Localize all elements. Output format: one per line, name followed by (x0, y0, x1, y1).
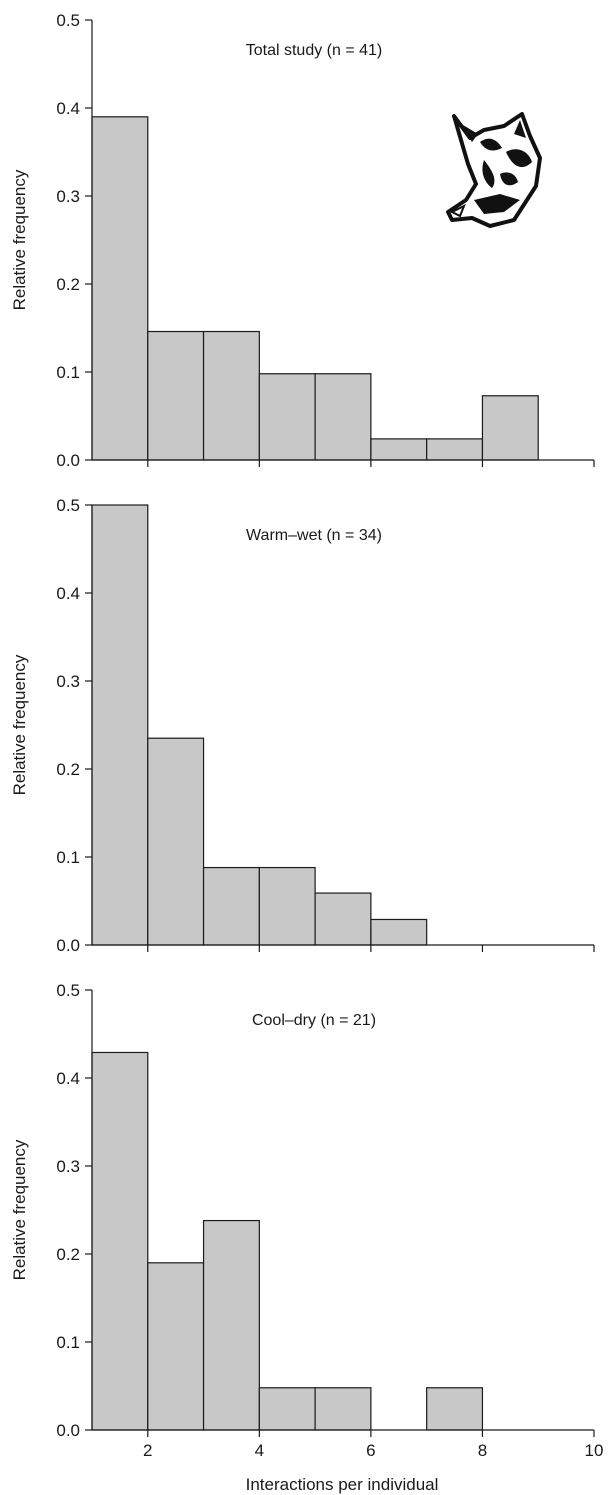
histogram-bar (202, 1219, 260, 1431)
histogram-bar (426, 1387, 484, 1431)
histogram-bar (258, 1387, 316, 1431)
histogram-bar (370, 438, 428, 461)
x-tick-label: 2 (143, 1441, 152, 1460)
histogram-bar (202, 330, 260, 461)
y-tick-label: 0.4 (56, 1069, 80, 1088)
y-tick-label: 0.5 (56, 496, 80, 515)
y-tick-label: 0.2 (56, 760, 80, 779)
histogram-bar (314, 1387, 372, 1431)
y-axis-label: Relative frequency (10, 169, 29, 310)
histogram-bar (91, 116, 149, 461)
y-tick-label: 0.0 (56, 451, 80, 470)
histogram-bar (91, 1051, 149, 1431)
histogram-bar (314, 373, 372, 461)
histogram-bar (314, 892, 372, 946)
y-tick-label: 0.4 (56, 584, 80, 603)
histogram-bar (426, 438, 484, 461)
y-tick-label: 0.2 (56, 275, 80, 294)
y-tick-label: 0.5 (56, 11, 80, 30)
histogram-bar (258, 373, 316, 461)
panel-title: Total study (n = 41) (246, 42, 383, 59)
y-tick-label: 0.1 (56, 363, 80, 382)
fox-head-icon (446, 112, 542, 228)
y-tick-label: 0.4 (56, 99, 80, 118)
y-tick-label: 0.1 (56, 1333, 80, 1352)
x-tick-label: 4 (255, 1441, 264, 1460)
histogram-panel-1: 0.0 0.1 0.2 0.3 0.4 0.5 Relative frequency Tota… (10, 11, 595, 470)
histogram-bar (91, 504, 149, 946)
y-tick-label: 0.0 (56, 1421, 80, 1440)
panel-title: Warm–wet (n = 34) (246, 527, 382, 544)
y-tick-label: 0.5 (56, 981, 80, 1000)
y-axis-label: Relative frequency (10, 654, 29, 795)
y-tick-label: 0.3 (56, 672, 80, 691)
y-tick-label: 0.3 (56, 1157, 80, 1176)
histogram-bar (258, 866, 316, 946)
panel-title: Cool–dry (n = 21) (252, 1012, 376, 1029)
y-tick-label: 0.3 (56, 187, 80, 206)
x-tick-label: 6 (366, 1441, 375, 1460)
y-tick-label: 0.1 (56, 848, 80, 867)
histogram-bar (147, 737, 205, 946)
histogram-bar (147, 330, 205, 461)
x-tick-label: 8 (478, 1441, 487, 1460)
y-tick-label: 0.0 (56, 936, 80, 955)
x-tick-label: 10 (585, 1441, 604, 1460)
histogram-panel-3: 0.0 0.1 0.2 0.3 0.4 0.5 2 4 6 8 10 Relative frequen… (10, 981, 603, 1460)
histogram-panel-2: 0.0 0.1 0.2 0.3 0.4 0.5 Relative frequency Warm… (10, 496, 595, 955)
histogram-bar (481, 395, 539, 461)
x-axis-label: Interactions per individual (246, 1475, 439, 1494)
y-axis-label: Relative frequency (10, 1139, 29, 1280)
histogram-bar (202, 866, 260, 946)
histogram-bar (370, 918, 428, 946)
y-tick-label: 0.2 (56, 1245, 80, 1264)
histogram-bar (147, 1262, 205, 1431)
